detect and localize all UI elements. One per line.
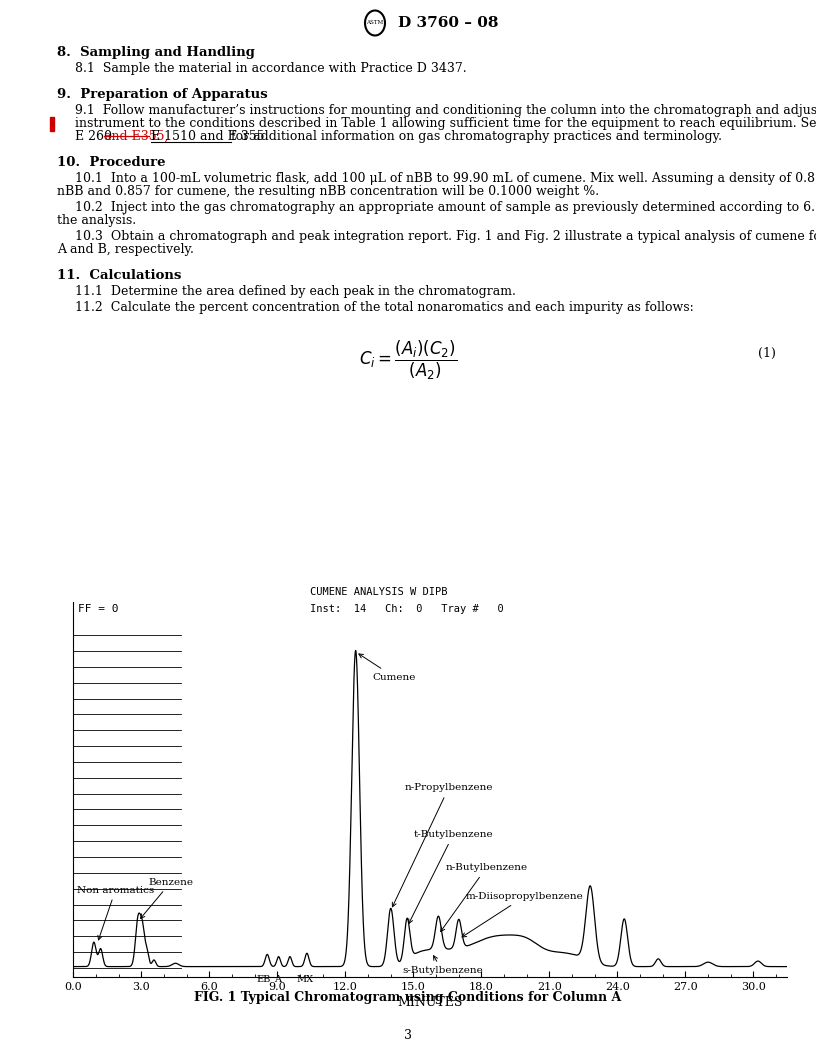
- Text: 11.1  Determine the area defined by each peak in the chromatogram.: 11.1 Determine the area defined by each …: [75, 285, 516, 298]
- Text: A and B, respectively.: A and B, respectively.: [57, 243, 194, 256]
- X-axis label: MINUTES: MINUTES: [397, 996, 463, 1008]
- Text: n-Butylbenzene: n-Butylbenzene: [441, 864, 527, 931]
- Text: s-Butylbenzene: s-Butylbenzene: [402, 956, 483, 976]
- Text: ​nBB and 0.857 for cumene, the resulting ​nBB concentration will be 0.1000 weigh: ​nBB and 0.857 for cumene, the resulting…: [57, 185, 599, 199]
- Text: and E355,: and E355,: [104, 130, 168, 143]
- Text: the analysis.: the analysis.: [57, 214, 136, 227]
- Text: m-Diisopropylbenzene: m-Diisopropylbenzene: [462, 892, 583, 937]
- Text: 11.2  Calculate the percent concentration of the total nonaromatics and each imp: 11.2 Calculate the percent concentration…: [75, 301, 694, 314]
- Text: EB: EB: [257, 975, 271, 984]
- Text: D 3760 – 08: D 3760 – 08: [398, 16, 499, 30]
- Text: 3: 3: [404, 1030, 412, 1042]
- Text: instrument to the conditions described in Table 1 allowing sufficient time for t: instrument to the conditions described i…: [75, 117, 816, 130]
- Text: MX: MX: [296, 975, 313, 984]
- Text: FF = 0: FF = 0: [78, 604, 118, 615]
- Text: Inst:  14   Ch:  0   Tray #   0: Inst: 14 Ch: 0 Tray # 0: [310, 604, 503, 615]
- Text: 9.1  Follow manufacturer’s instructions for mounting and conditioning the column: 9.1 Follow manufacturer’s instructions f…: [75, 103, 816, 117]
- Text: CUMENE ANALYSIS W DIPB: CUMENE ANALYSIS W DIPB: [310, 586, 448, 597]
- Text: 10.  Procedure: 10. Procedure: [57, 156, 166, 169]
- Text: Benzene: Benzene: [140, 878, 193, 919]
- Text: t-Butylbenzene: t-Butylbenzene: [409, 830, 493, 923]
- Text: Cumene: Cumene: [359, 654, 416, 681]
- Text: (1): (1): [758, 347, 776, 360]
- Text: 8.  Sampling and Handling: 8. Sampling and Handling: [57, 46, 255, 59]
- Text: A: A: [274, 975, 281, 984]
- Text: n-Propylbenzene: n-Propylbenzene: [392, 784, 493, 907]
- Text: 9.  Preparation of Apparatus: 9. Preparation of Apparatus: [57, 88, 268, 101]
- Text: 10.2  Inject into the gas chromatography an appropriate amount of sample as prev: 10.2 Inject into the gas chromatography …: [75, 201, 816, 214]
- Text: $C_i = \dfrac{(A_i)(C_2)}{(A_2)}$: $C_i = \dfrac{(A_i)(C_2)}{(A_2)}$: [359, 339, 457, 382]
- Text: E 1510 and E 355: E 1510 and E 355: [151, 130, 264, 143]
- Text: 10.3  Obtain a chromatograph and peak integration report. Fig. 1 and Fig. 2 illu: 10.3 Obtain a chromatograph and peak int…: [75, 230, 816, 243]
- Bar: [50, 117, 54, 131]
- Text: for additional information on gas chromatography practices and terminology.: for additional information on gas chroma…: [231, 130, 722, 143]
- Text: Non aromatics: Non aromatics: [77, 886, 154, 940]
- Text: 11.  Calculations: 11. Calculations: [57, 269, 181, 282]
- Text: E 260: E 260: [75, 130, 116, 143]
- Text: 10.1  Into a 100-mL volumetric flask, add 100 μL of ​nBB to 99.90 mL of cumene. : 10.1 Into a 100-mL volumetric flask, add…: [75, 172, 816, 185]
- Text: 8.1  Sample the material in accordance with Practice D 3437.: 8.1 Sample the material in accordance wi…: [75, 62, 467, 75]
- Text: FIG. 1 Typical Chromatogram using Conditions for Column A: FIG. 1 Typical Chromatogram using Condit…: [194, 992, 622, 1004]
- Text: ASTM: ASTM: [366, 20, 384, 25]
